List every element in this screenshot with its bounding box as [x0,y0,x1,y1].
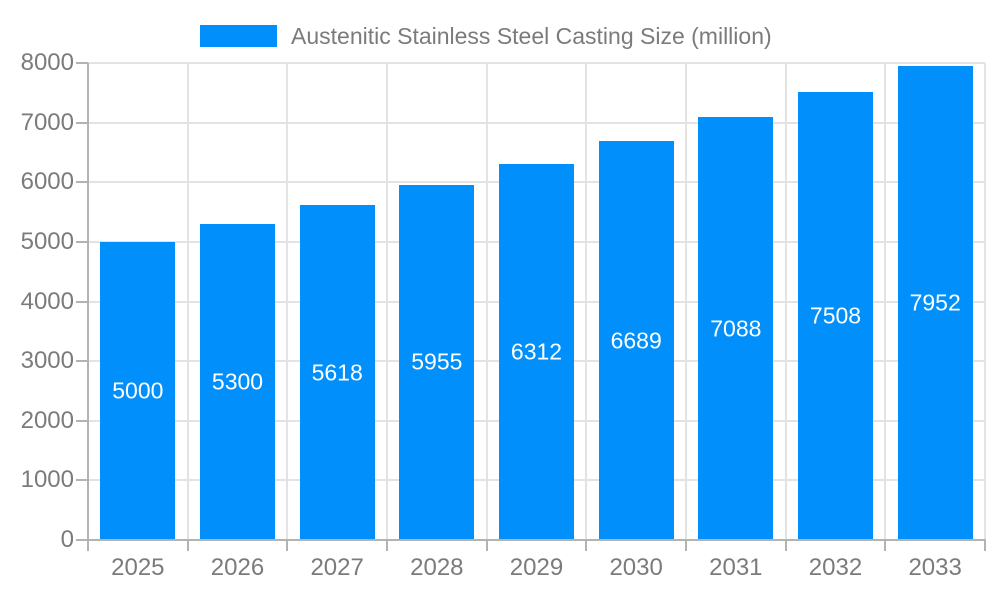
y-axis-label: 3000 [20,347,74,375]
bar: 7952 [897,65,973,540]
x-axis-label: 2030 [609,554,663,581]
x-tick [585,539,588,551]
x-axis-label: 2025 [111,554,165,581]
x-gridline [884,63,887,540]
y-tick [76,300,88,303]
x-axis-label: 2026 [210,554,265,581]
x-tick [286,539,289,551]
y-axis-label: 8000 [20,49,74,76]
bar-value-label: 7508 [809,302,862,329]
bar: 6312 [499,163,574,540]
bar-value-label: 6312 [510,338,563,365]
legend-label: Austenitic Stainless Steel Casting Size … [291,22,772,49]
x-gridline [984,63,986,540]
y-axis-label: 2000 [20,406,74,434]
x-tick [685,539,687,551]
x-axis-line [76,539,985,541]
bar-value-label: 5955 [411,348,463,375]
x-tick [485,539,488,551]
x-gridline [386,63,388,540]
y-tick [76,360,88,363]
x-axis-label: 2033 [908,554,962,581]
bar: 6689 [598,141,674,540]
bar-value-label: 6689 [610,327,662,354]
y-gridline [88,121,985,124]
y-axis-label: 6000 [20,168,74,196]
bar-value-label: 5000 [112,377,164,404]
x-tick [386,539,388,551]
bar: 5955 [399,184,475,540]
x-gridline [784,63,787,540]
bar: 5000 [100,241,176,540]
legend: Austenitic Stainless Steel Casting Size … [200,22,772,49]
y-tick [76,419,88,422]
x-gridline [685,63,687,540]
x-gridline [585,63,588,540]
y-tick [76,181,88,184]
x-axis-label: 2031 [709,554,763,581]
x-gridline [186,63,189,540]
y-axis-label: 0 [60,526,74,553]
y-tick [76,62,88,64]
legend-swatch [200,25,277,47]
x-tick [186,539,189,551]
x-axis-label: 2029 [509,554,564,581]
y-axis-label: 4000 [20,287,74,315]
bar: 7088 [698,117,774,540]
bar: 5618 [299,205,375,540]
x-tick [784,539,787,551]
y-tick [76,479,88,482]
y-axis-label: 1000 [20,466,74,494]
bar-value-label: 7952 [909,289,961,316]
x-gridline [485,63,488,540]
bar: 7508 [798,92,873,540]
x-axis-label: 2027 [310,554,364,581]
x-tick [984,539,986,551]
x-axis-label: 2028 [410,554,464,581]
y-tick [76,240,88,243]
bar-value-label: 5618 [311,359,363,386]
x-gridline [286,63,289,540]
x-axis-label: 2032 [808,554,863,581]
bar-value-label: 5300 [211,368,264,395]
y-axis-label: 5000 [20,227,74,255]
x-tick [884,539,887,551]
y-tick [76,121,88,124]
y-gridline [88,62,985,64]
bar-value-label: 7088 [710,315,762,342]
y-axis-line [87,63,89,550]
bar: 5300 [200,224,275,540]
plot-area: 5000 5300 5618 5955 6312 6689 7088 7508 7952 [88,62,986,540]
y-axis-label: 7000 [20,108,74,136]
